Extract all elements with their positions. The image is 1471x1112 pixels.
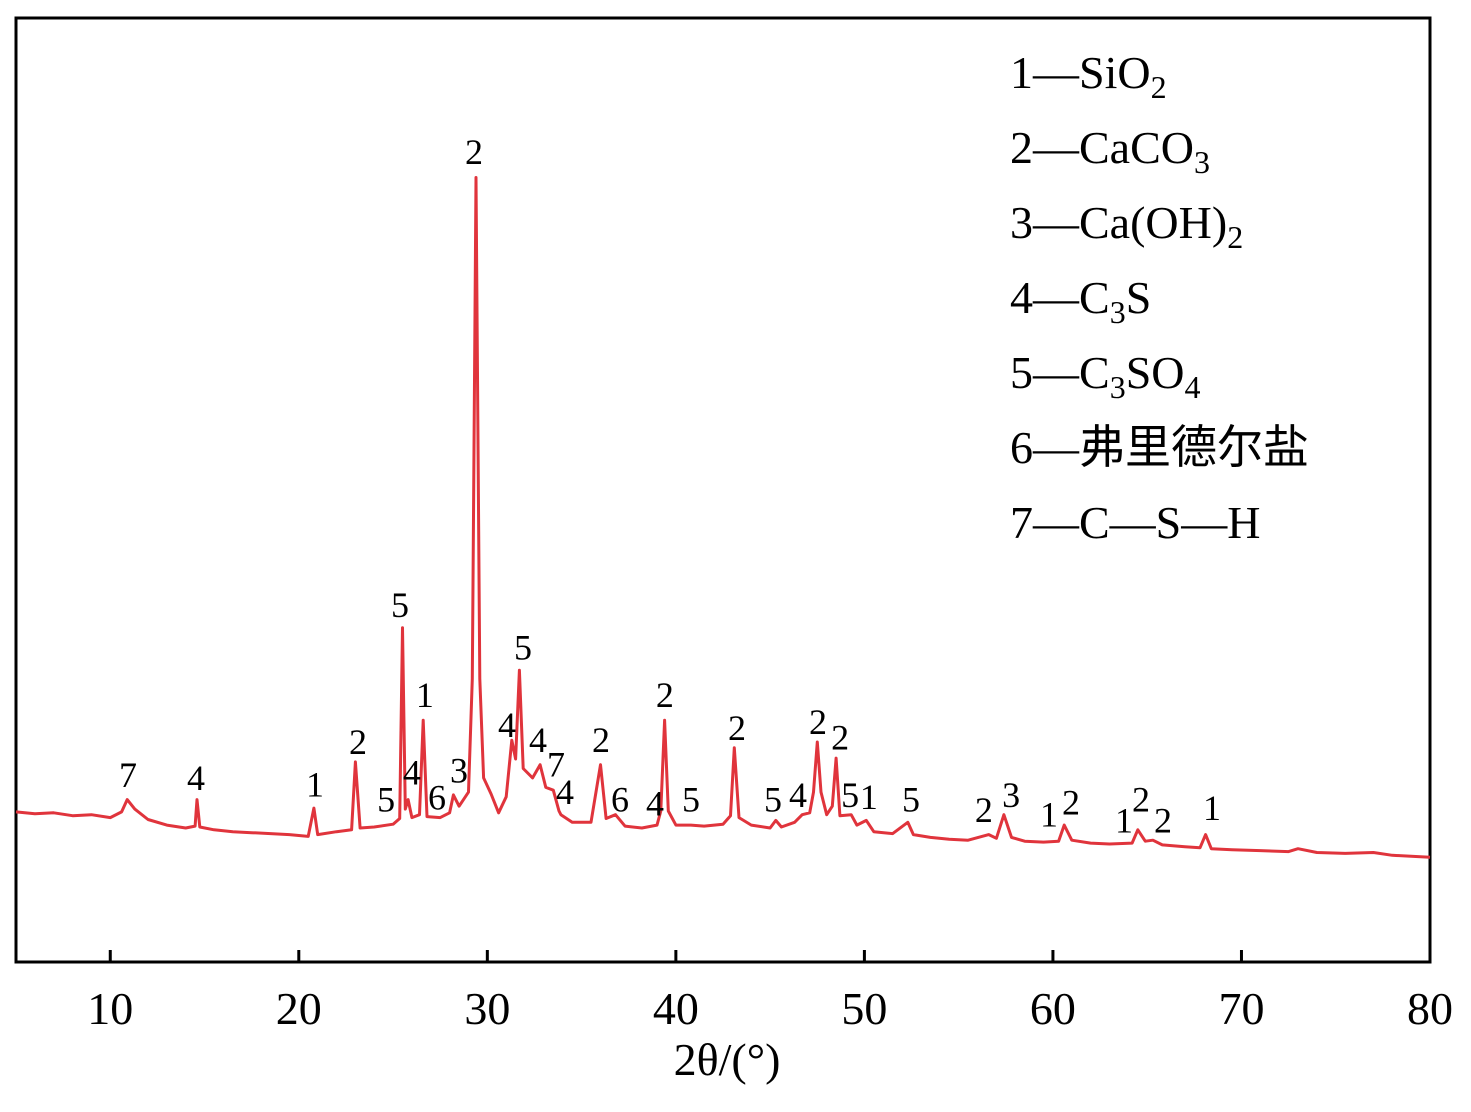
legend-entry: 5—C3SO4 xyxy=(1010,347,1201,405)
peak-label: 2 xyxy=(656,675,674,715)
peak-label: 4 xyxy=(556,772,574,812)
legend-text: 3 xyxy=(1110,369,1126,405)
peak-label: 5 xyxy=(682,780,700,820)
peak-label: 1 xyxy=(416,675,434,715)
xrd-line xyxy=(15,176,1431,859)
plot-frame xyxy=(14,16,1432,964)
peak-label: 4 xyxy=(789,775,807,815)
legend-text: 4—C xyxy=(1010,272,1110,323)
peak-label: 3 xyxy=(1002,775,1020,815)
peak-label: 4 xyxy=(403,752,421,792)
peak-label: 5 xyxy=(764,780,782,820)
peak-label: 5 xyxy=(902,780,920,820)
peak-label: 2 xyxy=(831,717,849,757)
peak-label: 6 xyxy=(611,780,629,820)
legend-entry: 2—CaCO3 xyxy=(1010,122,1210,180)
peak-label: 2 xyxy=(465,132,483,172)
x-tick-label: 40 xyxy=(653,983,699,1034)
peak-label: 1 xyxy=(860,777,878,817)
x-tick-label: 20 xyxy=(276,983,322,1034)
legend-entry: 3—Ca(OH)2 xyxy=(1010,197,1243,255)
peak-label: 4 xyxy=(529,720,547,760)
peak-label: 5 xyxy=(391,585,409,625)
peak-label: 7 xyxy=(119,755,137,795)
legend-text: 3 xyxy=(1110,294,1126,330)
legend-entry: 7—C—S—H xyxy=(1010,497,1260,548)
legend-entry: 6—弗里德尔盐 xyxy=(1010,422,1309,473)
peak-label: 2 xyxy=(728,708,746,748)
legend-text: SO xyxy=(1126,347,1185,398)
x-tick-label: 30 xyxy=(464,983,510,1034)
peak-label: 2 xyxy=(1154,800,1172,840)
x-tick-label: 50 xyxy=(841,983,887,1034)
peak-label: 5 xyxy=(841,775,859,815)
legend-text: 6—弗里德尔盐 xyxy=(1010,422,1309,473)
legend-text: S xyxy=(1126,272,1152,323)
legend-text: 2 xyxy=(1227,219,1243,255)
legend-text: 2 xyxy=(1151,69,1167,105)
legend-entry: 4—C3S xyxy=(1010,272,1151,330)
peak-label: 4 xyxy=(498,705,516,745)
peak-label: 1 xyxy=(1115,800,1133,840)
peak-label: 5 xyxy=(514,628,532,668)
legend-text: 4 xyxy=(1185,369,1201,405)
peak-label: 6 xyxy=(428,778,446,818)
peak-label: 2 xyxy=(975,790,993,830)
peak-label: 3 xyxy=(450,750,468,790)
legend-entry: 1—SiO2 xyxy=(1010,47,1167,105)
peak-label: 7 xyxy=(547,745,565,785)
peak-label: 5 xyxy=(377,780,395,820)
legend-text: 3 xyxy=(1194,144,1210,180)
x-tick-label: 80 xyxy=(1407,983,1453,1034)
legend-text: 1—SiO xyxy=(1010,47,1151,98)
legend-text: 3—Ca(OH) xyxy=(1010,197,1227,248)
x-tick-label: 70 xyxy=(1218,983,1264,1034)
peak-label: 1 xyxy=(1203,788,1221,828)
peak-label: 4 xyxy=(187,758,205,798)
peak-label: 2 xyxy=(1062,782,1080,822)
peak-label: 2 xyxy=(1132,780,1150,820)
legend-text: 2—CaCO xyxy=(1010,122,1194,173)
x-tick-label: 10 xyxy=(87,983,133,1034)
x-axis-label: 2θ/(°) xyxy=(674,1034,781,1085)
legend-text: 5—C xyxy=(1010,347,1110,398)
peak-label: 1 xyxy=(306,765,324,805)
peak-label: 2 xyxy=(349,722,367,762)
peak-label: 2 xyxy=(809,702,827,742)
peak-label: 1 xyxy=(1040,795,1058,835)
peak-label: 2 xyxy=(592,720,610,760)
peak-label: 4 xyxy=(646,783,664,823)
x-tick-label: 60 xyxy=(1030,983,1076,1034)
legend-text: 7—C—S—H xyxy=(1010,497,1260,548)
